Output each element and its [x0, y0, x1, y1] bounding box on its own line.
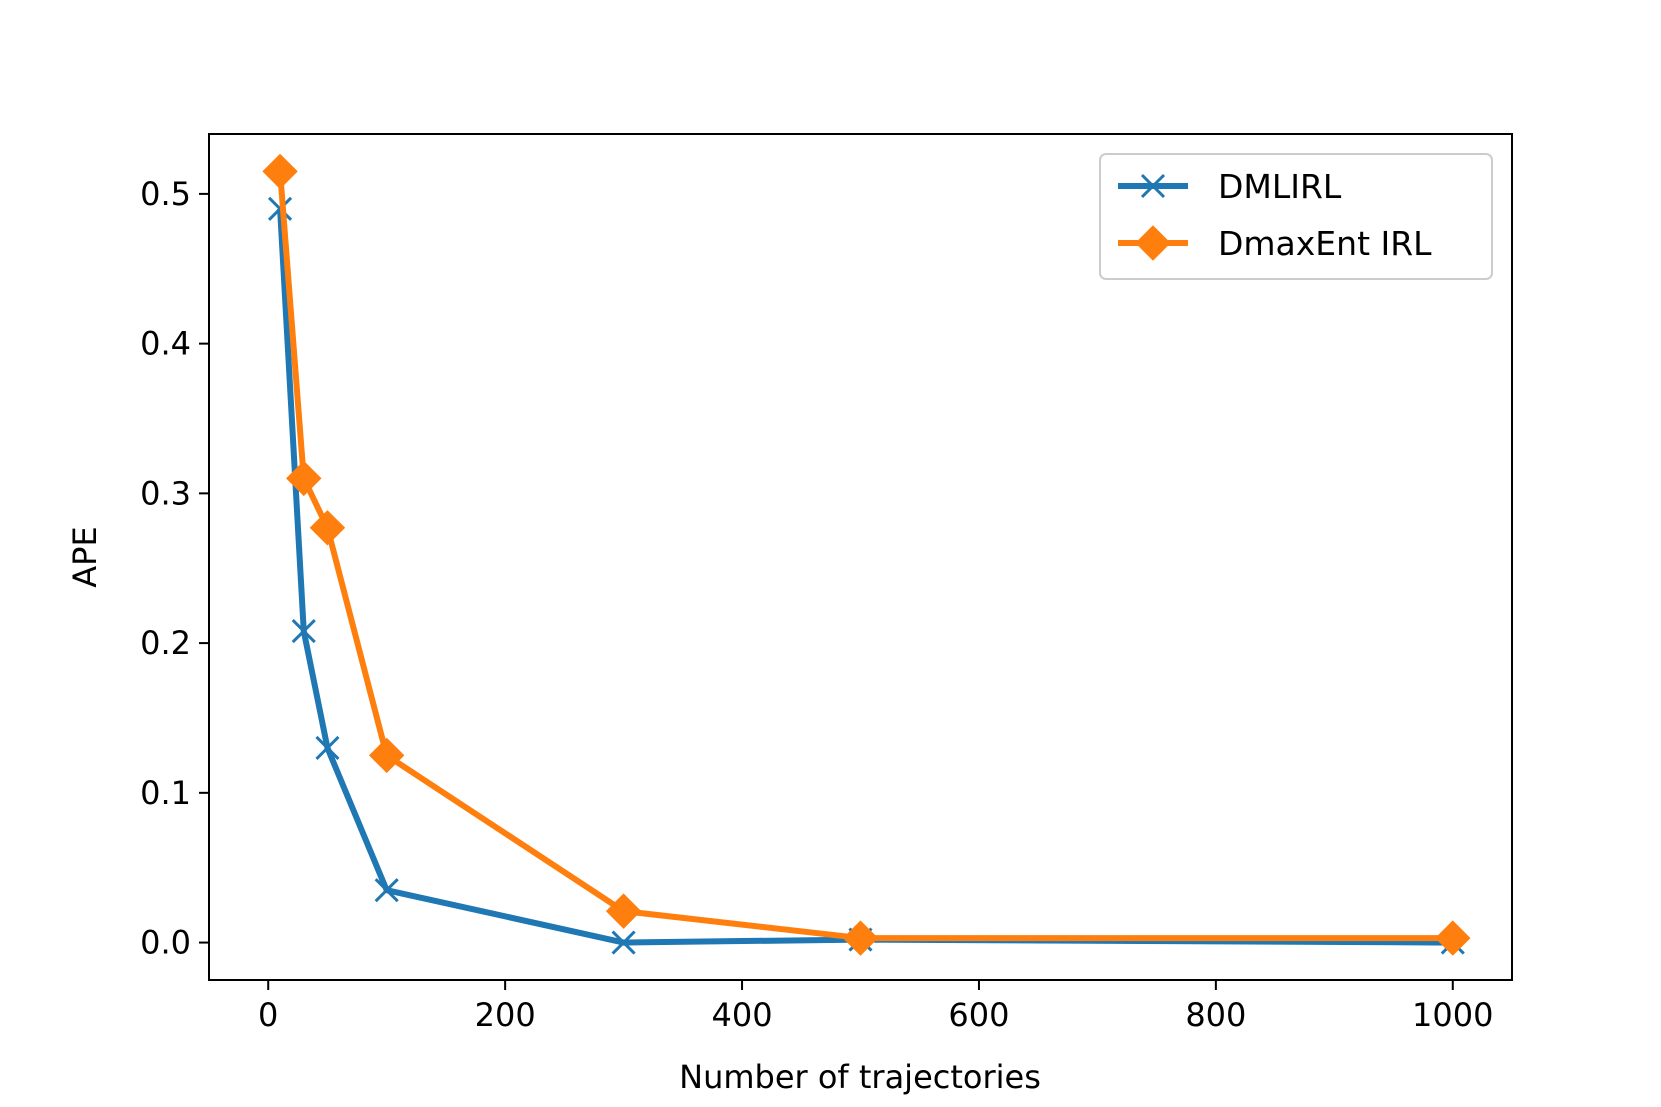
data-point-marker [374, 878, 399, 903]
y-tick-label: 0.1 [140, 774, 191, 812]
x-axis-label: Number of trajectories [679, 1058, 1041, 1096]
x-tick-label: 800 [1185, 996, 1246, 1034]
series-line [277, 171, 1453, 942]
x-tick-label: 400 [712, 996, 773, 1034]
data-point-marker [262, 153, 298, 190]
legend-entry: DmaxEnt IRL [1118, 224, 1432, 263]
y-tick-label: 0.5 [140, 175, 191, 213]
x-axis: 0 200 400 600 800 1000 [258, 980, 1493, 1034]
x-tick-label: 0 [258, 996, 278, 1034]
series-dmaxent-irl [262, 153, 1471, 956]
y-tick-label: 0.4 [140, 325, 191, 363]
data-point-marker [842, 920, 879, 956]
legend: DMLIRL DmaxEnt IRL [1099, 153, 1493, 280]
y-axis-label: APE [66, 526, 104, 587]
x-tick-label: 1000 [1412, 996, 1493, 1034]
data-point-marker [1435, 920, 1471, 956]
data-point-marker [611, 930, 636, 955]
data-point-marker [286, 460, 322, 497]
legend-label: DMLIRL [1218, 167, 1342, 206]
series-dmlirl [268, 196, 1465, 955]
data-point-marker [605, 893, 642, 929]
series-layer [262, 153, 1471, 956]
series-line [277, 208, 1453, 946]
y-axis: 0.0 0.1 0.2 0.3 0.4 0.5 [140, 175, 209, 962]
legend-marker [1140, 173, 1166, 199]
legend-entry: DMLIRL [1118, 167, 1342, 206]
legend-marker [1135, 225, 1171, 261]
x-tick-label: 600 [948, 996, 1009, 1034]
y-tick-label: 0.3 [140, 474, 191, 512]
data-point-marker [309, 510, 346, 546]
x-tick-label: 200 [475, 996, 536, 1034]
legend-label: DmaxEnt IRL [1218, 224, 1432, 263]
plot-frame [208, 133, 1513, 981]
data-point-marker [368, 737, 405, 774]
data-point-marker [291, 619, 316, 644]
y-tick-label: 0.2 [140, 624, 191, 662]
y-tick-label: 0.0 [140, 924, 191, 962]
legend-box [1099, 153, 1493, 280]
data-point-marker [315, 735, 340, 760]
